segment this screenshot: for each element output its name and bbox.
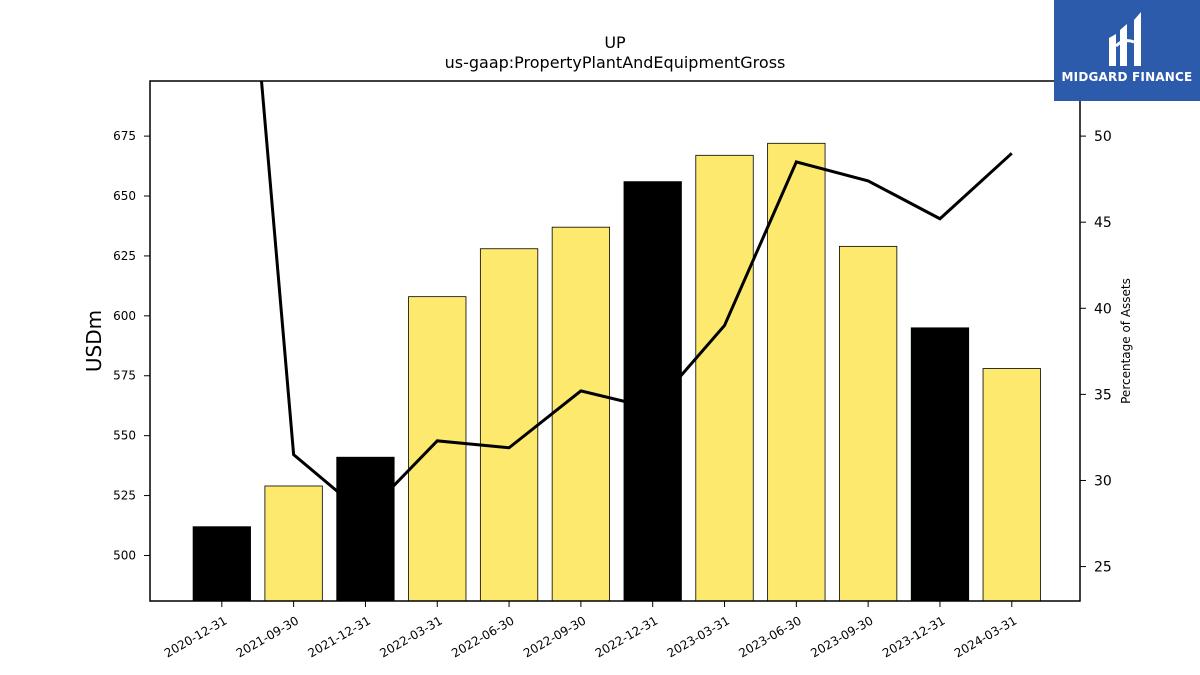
- y2-tick-label: 45: [1094, 215, 1112, 231]
- bars-group: [192, 142, 1041, 602]
- y2-tick-label: 50: [1094, 129, 1112, 145]
- chart-subtitle: us-gaap:PropertyPlantAndEquipmentGross: [445, 53, 786, 72]
- x-tick-label: 2021-12-31: [306, 613, 373, 660]
- x-tick-label: 2022-09-30: [521, 613, 588, 660]
- percentage-line: [259, 81, 1013, 517]
- x-tick-label: 2022-03-31: [377, 613, 444, 660]
- y2-tick-label: 25: [1094, 560, 1112, 576]
- y2-axis: 25 30 35 40 45 50: [1080, 129, 1112, 576]
- y-tick-label: 625: [113, 249, 136, 263]
- x-tick-label: 2020-12-31: [162, 613, 229, 660]
- y-tick-label: 575: [113, 369, 136, 383]
- bar: [767, 142, 826, 602]
- y2-tick-label: 40: [1094, 301, 1112, 317]
- x-tick-label: 2023-12-31: [880, 613, 947, 660]
- bar: [551, 226, 611, 602]
- bar: [264, 485, 323, 602]
- chart-title: UP: [604, 33, 626, 52]
- bar: [910, 327, 970, 602]
- y-tick-label: 600: [113, 309, 136, 323]
- x-tick-label: 2022-06-30: [449, 613, 516, 660]
- bar: [336, 456, 395, 602]
- y-tick-label: 550: [113, 429, 136, 443]
- x-tick-label: 2024-03-31: [952, 613, 1019, 660]
- y2-tick-label: 30: [1094, 473, 1112, 489]
- x-tick-label: 2023-03-31: [665, 613, 732, 660]
- x-tick-label: 2023-09-30: [808, 613, 875, 660]
- y-tick-label: 675: [113, 129, 136, 143]
- bar: [839, 245, 898, 602]
- line-group: [259, 81, 1013, 517]
- bar: [623, 181, 682, 602]
- y2-axis-label: Percentage of Assets: [1119, 278, 1133, 404]
- x-tick-label: 2023-06-30: [736, 613, 803, 660]
- y-tick-label: 525: [113, 489, 136, 503]
- y-axis-label: USDm: [82, 310, 106, 372]
- y2-tick-label: 35: [1094, 387, 1112, 403]
- bar: [695, 154, 754, 602]
- y-axis: 500 525 550 575 600 625 650 675: [113, 129, 150, 562]
- x-tick-label: 2021-09-30: [234, 613, 301, 660]
- y-tick-label: 650: [113, 189, 136, 203]
- bar: [408, 296, 467, 602]
- bar: [982, 368, 1041, 602]
- logo-mark-icon: [1109, 12, 1141, 66]
- y-tick-label: 500: [113, 548, 136, 562]
- bar: [192, 526, 251, 602]
- x-axis: 2020-12-31 2021-09-30 2021-12-31 2022-03-31…: [162, 601, 1019, 660]
- x-tick-label: 2022-12-31: [593, 613, 660, 660]
- brand-logo: MIDGARD FINANCE: [1054, 0, 1200, 101]
- logo-text: MIDGARD FINANCE: [1061, 70, 1193, 84]
- bar: [479, 248, 539, 602]
- plot-frame: [149, 80, 1081, 602]
